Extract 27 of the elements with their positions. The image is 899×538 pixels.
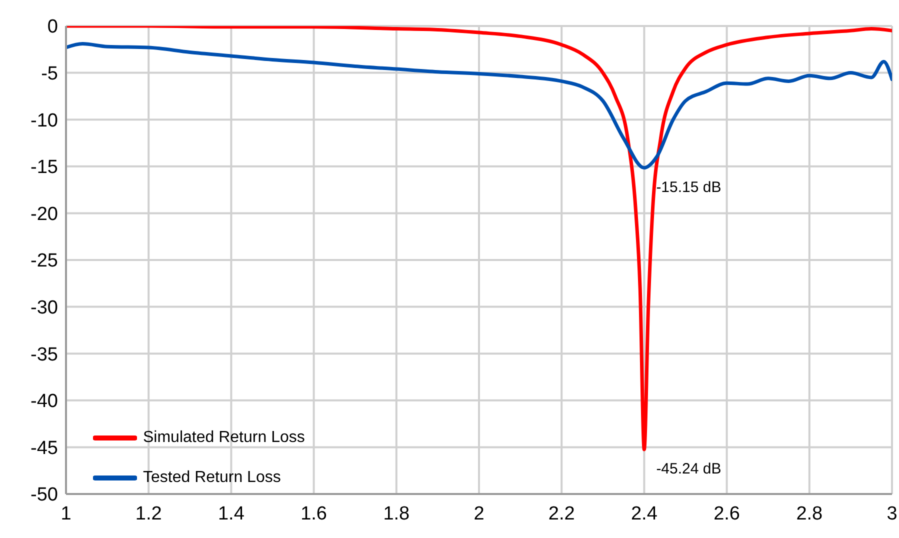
y-tick-label: -20 [30,204,58,225]
x-tick-label: 3 [886,503,898,524]
x-tick-label: 2.8 [796,503,823,524]
y-tick-label: 0 [47,16,58,38]
x-tick-label: 1.6 [300,503,328,524]
x-tick-label: 1.8 [383,503,410,524]
line-series [66,42,892,170]
y-tick-label: -40 [30,391,58,412]
y-tick-label: -35 [30,344,58,366]
x-tick-label: 2 [474,503,484,524]
y-tick-label: -15 [30,157,58,178]
x-tick-label: 2.2 [548,503,575,524]
legend-label: Simulated Return Loss [143,428,305,448]
y-tick-label: -50 [30,484,58,506]
x-tick-label: 2.4 [630,503,658,524]
annotation: -45.24 dB [656,460,722,478]
x-tick-label: 2.6 [714,503,740,524]
legend-label: Tested Return Loss [143,468,281,488]
x-tick-label: 1 [60,503,72,524]
y-tick-label: -25 [30,250,58,272]
y-tick-label: -30 [30,298,58,319]
y-tick-label: -45 [30,438,58,459]
y-tick-label: -10 [30,110,58,132]
y-tick-label: -5 [41,64,58,85]
annotation: -15.15 dB [656,178,722,196]
x-tick-label: 1.4 [218,503,245,524]
x-tick-label: 1.2 [135,503,162,524]
